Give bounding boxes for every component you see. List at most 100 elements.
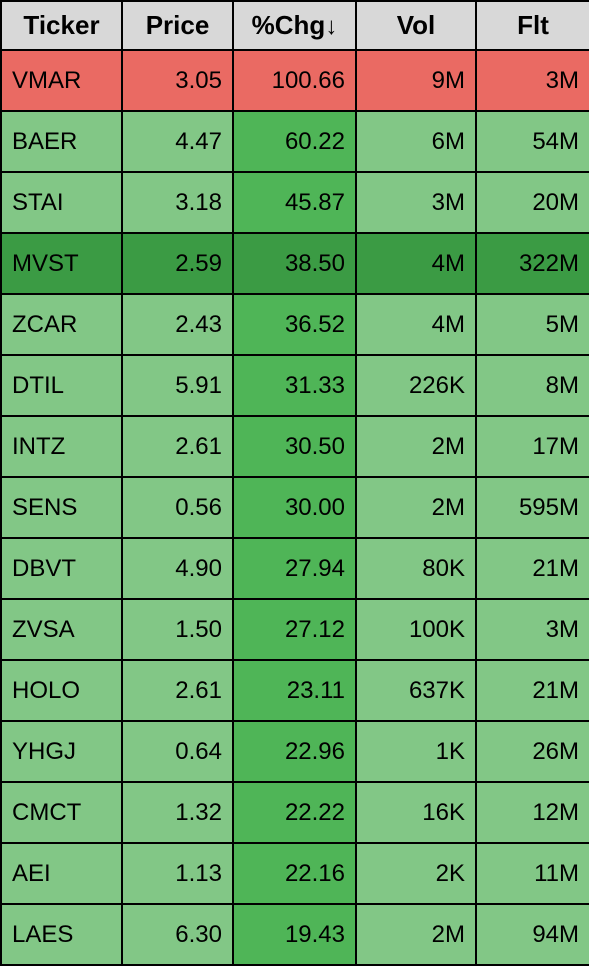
table-row[interactable]: AEI1.1322.162K11M [1, 843, 589, 904]
cell-vol: 4M [356, 233, 476, 294]
col-header-ticker-label: Ticker [23, 10, 99, 40]
cell-price: 2.59 [122, 233, 233, 294]
table-body: VMAR3.05100.669M3MBAER4.4760.226M54MSTAI… [1, 50, 589, 965]
col-header-ticker[interactable]: Ticker [1, 1, 122, 50]
cell-ticker: STAI [1, 172, 122, 233]
sort-desc-icon: ↓ [325, 13, 337, 40]
cell-ticker: CMCT [1, 782, 122, 843]
cell-pctchg: 36.52 [233, 294, 356, 355]
table-row[interactable]: STAI3.1845.873M20M [1, 172, 589, 233]
col-header-pctchg-label: %Chg [252, 10, 326, 40]
cell-flt: 595M [476, 477, 589, 538]
cell-price: 3.05 [122, 50, 233, 111]
cell-flt: 12M [476, 782, 589, 843]
col-header-price-label: Price [146, 10, 210, 40]
cell-vol: 2K [356, 843, 476, 904]
cell-pctchg: 38.50 [233, 233, 356, 294]
cell-pctchg: 23.11 [233, 660, 356, 721]
table-row[interactable]: BAER4.4760.226M54M [1, 111, 589, 172]
cell-price: 2.43 [122, 294, 233, 355]
cell-ticker: BAER [1, 111, 122, 172]
cell-vol: 2M [356, 416, 476, 477]
cell-vol: 16K [356, 782, 476, 843]
cell-pctchg: 27.94 [233, 538, 356, 599]
table-row[interactable]: SENS0.5630.002M595M [1, 477, 589, 538]
cell-vol: 80K [356, 538, 476, 599]
cell-price: 1.32 [122, 782, 233, 843]
stock-screener-table: Ticker Price %Chg↓ Vol Flt VMAR3.05100.6… [0, 0, 589, 966]
cell-vol: 2M [356, 477, 476, 538]
cell-flt: 26M [476, 721, 589, 782]
cell-price: 4.90 [122, 538, 233, 599]
col-header-flt[interactable]: Flt [476, 1, 589, 50]
cell-ticker: MVST [1, 233, 122, 294]
cell-ticker: ZVSA [1, 599, 122, 660]
cell-pctchg: 22.22 [233, 782, 356, 843]
cell-vol: 2M [356, 904, 476, 965]
table-row[interactable]: ZCAR2.4336.524M5M [1, 294, 589, 355]
cell-ticker: YHGJ [1, 721, 122, 782]
cell-ticker: DTIL [1, 355, 122, 416]
cell-price: 0.56 [122, 477, 233, 538]
table-row[interactable]: VMAR3.05100.669M3M [1, 50, 589, 111]
cell-pctchg: 22.16 [233, 843, 356, 904]
cell-flt: 8M [476, 355, 589, 416]
cell-flt: 54M [476, 111, 589, 172]
cell-flt: 5M [476, 294, 589, 355]
cell-pctchg: 19.43 [233, 904, 356, 965]
cell-pctchg: 100.66 [233, 50, 356, 111]
cell-pctchg: 30.00 [233, 477, 356, 538]
cell-vol: 637K [356, 660, 476, 721]
cell-vol: 4M [356, 294, 476, 355]
cell-flt: 21M [476, 660, 589, 721]
cell-flt: 21M [476, 538, 589, 599]
cell-price: 3.18 [122, 172, 233, 233]
cell-pctchg: 27.12 [233, 599, 356, 660]
col-header-price[interactable]: Price [122, 1, 233, 50]
table-header-row: Ticker Price %Chg↓ Vol Flt [1, 1, 589, 50]
cell-flt: 3M [476, 599, 589, 660]
col-header-flt-label: Flt [517, 10, 549, 40]
cell-price: 1.13 [122, 843, 233, 904]
cell-ticker: AEI [1, 843, 122, 904]
cell-price: 5.91 [122, 355, 233, 416]
cell-vol: 9M [356, 50, 476, 111]
col-header-vol-label: Vol [397, 10, 436, 40]
cell-pctchg: 60.22 [233, 111, 356, 172]
table-row[interactable]: YHGJ0.6422.961K26M [1, 721, 589, 782]
cell-ticker: DBVT [1, 538, 122, 599]
cell-price: 1.50 [122, 599, 233, 660]
cell-vol: 3M [356, 172, 476, 233]
cell-ticker: VMAR [1, 50, 122, 111]
cell-price: 2.61 [122, 416, 233, 477]
table-row[interactable]: MVST2.5938.504M322M [1, 233, 589, 294]
table-row[interactable]: CMCT1.3222.2216K12M [1, 782, 589, 843]
cell-flt: 322M [476, 233, 589, 294]
cell-pctchg: 30.50 [233, 416, 356, 477]
table-row[interactable]: DBVT4.9027.9480K21M [1, 538, 589, 599]
cell-ticker: LAES [1, 904, 122, 965]
cell-ticker: SENS [1, 477, 122, 538]
cell-flt: 11M [476, 843, 589, 904]
table-row[interactable]: LAES6.3019.432M94M [1, 904, 589, 965]
cell-vol: 100K [356, 599, 476, 660]
table-row[interactable]: INTZ2.6130.502M17M [1, 416, 589, 477]
table-row[interactable]: ZVSA1.5027.12100K3M [1, 599, 589, 660]
cell-flt: 94M [476, 904, 589, 965]
cell-ticker: HOLO [1, 660, 122, 721]
cell-pctchg: 45.87 [233, 172, 356, 233]
table-row[interactable]: DTIL5.9131.33226K8M [1, 355, 589, 416]
cell-price: 2.61 [122, 660, 233, 721]
cell-price: 0.64 [122, 721, 233, 782]
cell-vol: 226K [356, 355, 476, 416]
col-header-vol[interactable]: Vol [356, 1, 476, 50]
cell-ticker: INTZ [1, 416, 122, 477]
cell-ticker: ZCAR [1, 294, 122, 355]
table-row[interactable]: HOLO2.6123.11637K21M [1, 660, 589, 721]
cell-vol: 1K [356, 721, 476, 782]
table-header: Ticker Price %Chg↓ Vol Flt [1, 1, 589, 50]
cell-flt: 20M [476, 172, 589, 233]
cell-vol: 6M [356, 111, 476, 172]
col-header-pctchg[interactable]: %Chg↓ [233, 1, 356, 50]
cell-pctchg: 22.96 [233, 721, 356, 782]
